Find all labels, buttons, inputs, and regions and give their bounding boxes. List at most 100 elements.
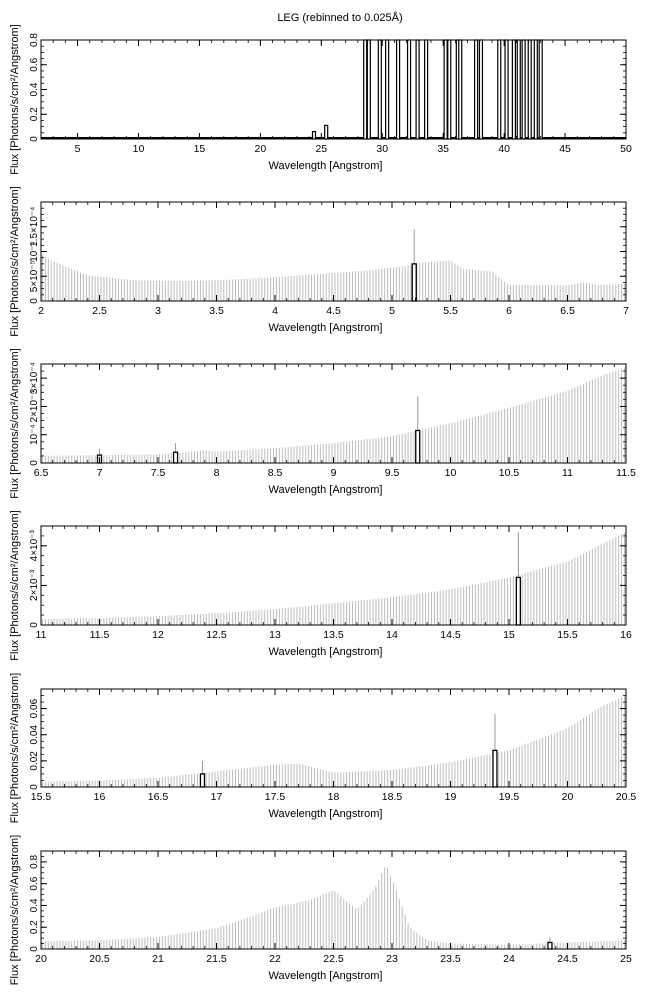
x-tick-label: 19 — [445, 791, 457, 803]
x-axis-label: Wavelength [Angstrom] — [269, 970, 383, 982]
highlight-bar — [172, 451, 179, 464]
y-tick-label: 0 — [29, 298, 40, 304]
x-tick-label: 19.5 — [499, 791, 520, 803]
x-tick-label: 20 — [562, 791, 574, 803]
x-tick-label: 21 — [152, 953, 164, 965]
spike-bar — [478, 39, 484, 140]
plot-frame — [40, 688, 627, 788]
highlighted-bins — [515, 531, 522, 626]
spike-bar — [527, 39, 532, 140]
x-tick-label: 20 — [255, 143, 267, 155]
spike-bar — [504, 39, 509, 140]
y-minor-ticks — [41, 688, 626, 788]
y-tick-label: 0.04 — [29, 725, 40, 745]
x-tick-label: 17.5 — [265, 791, 286, 803]
highlight-bar — [547, 941, 553, 950]
x-minor-ticks — [40, 202, 627, 301]
spike-bar — [324, 124, 329, 140]
spike-bar — [377, 39, 382, 140]
highlight-bar — [411, 263, 417, 302]
y-tick-label: 0.02 — [29, 751, 40, 771]
x-tick-label: 10.5 — [499, 467, 520, 479]
x-tick-label: 25 — [620, 953, 632, 965]
spectrum-bars — [41, 532, 626, 625]
y-tick-label: 0.6 — [29, 876, 40, 890]
y-tick-label: 0.4 — [29, 898, 40, 912]
x-tick-label: 11.5 — [90, 629, 110, 641]
x-tick-label: 17 — [211, 791, 223, 803]
x-tick-label: 3.5 — [209, 305, 224, 317]
y-minor-ticks — [41, 201, 626, 302]
x-tick-label: 16 — [620, 629, 632, 641]
x-axis-label: Wavelength [Angstrom] — [269, 646, 383, 658]
x-tick-label: 16.5 — [148, 791, 169, 803]
x-tick-label: 18 — [328, 791, 340, 803]
x-tick-label: 18.5 — [382, 791, 403, 803]
y-tick-label: 3×10⁻⁴ — [29, 362, 40, 394]
x-tick-label: 7.5 — [151, 467, 166, 479]
spike-bar — [497, 39, 502, 140]
x-tick-label: 6.5 — [34, 467, 49, 479]
y-tick-label: 0 — [29, 946, 40, 952]
spike-bar — [458, 39, 463, 140]
spike-bar — [538, 39, 543, 140]
plot-frame — [40, 39, 627, 140]
y-tick-label: 10⁻⁴ — [29, 424, 40, 445]
x-tick-label: 23.5 — [440, 953, 461, 965]
spike-bar — [443, 39, 448, 140]
spike-bar — [424, 39, 429, 140]
x-minor-ticks — [40, 689, 627, 787]
spike-bar — [395, 39, 401, 140]
x-tick-label: 35 — [437, 143, 449, 155]
spike-bar — [521, 39, 526, 140]
highlighted-bins — [199, 713, 498, 788]
spectrum-bars — [41, 696, 626, 787]
x-tick-label: 24.5 — [557, 953, 578, 965]
chart-panel-6: 20 20.5 21 21.5 22 22.5 23 23.5 24 24.5 25 0 0.2 0.4 0… — [9, 835, 632, 985]
y-tick-label: 0.2 — [29, 920, 40, 934]
chart-panel-1: 5 10 15 20 25 30 35 40 45 50 0 0.2 0.4 0.6 0.8 Waveleng… — [9, 24, 632, 174]
spike-bar — [473, 39, 479, 140]
y-axis-label: Flux [Photons/s/cm²/Angstrom] — [9, 673, 21, 823]
spike-bar — [533, 39, 538, 140]
y-tick-label: 0.4 — [29, 82, 40, 96]
plot-frame — [40, 363, 627, 464]
y-tick-label: 4×10⁻³ — [29, 530, 40, 562]
x-tick-label: 13.5 — [323, 629, 344, 641]
x-minor-ticks — [40, 40, 627, 139]
y-minor-ticks — [41, 39, 626, 140]
x-tick-label: 14.5 — [440, 629, 461, 641]
y-tick-label: 0 — [29, 460, 40, 466]
highlight-bar — [492, 749, 498, 788]
y-tick-label: 0.8 — [29, 33, 40, 47]
chart-panel-2: 2 2.5 3 3.5 4 4.5 5 5.5 6 6.5 7 0 5×10⁻⁵10⁻⁴1.5×10⁻⁴… — [9, 186, 629, 336]
x-tick-label: 25 — [315, 143, 327, 155]
y-axis-label: Flux [Photons/s/cm²/Angstrom] — [9, 24, 21, 174]
x-tick-label: 21.5 — [206, 953, 227, 965]
y-tick-label: 0.06 — [29, 698, 40, 718]
y-minor-ticks — [41, 363, 626, 464]
highlight-bar — [515, 576, 522, 626]
x-tick-label: 20.5 — [89, 953, 110, 965]
x-tick-label: 20.5 — [616, 791, 637, 803]
y-tick-label: 0 — [29, 136, 40, 142]
figure-title: LEG (rebinned to 0.025Å) — [277, 11, 402, 24]
spike-bar — [311, 130, 317, 140]
x-tick-label: 15 — [194, 143, 206, 155]
x-tick-label: 24 — [503, 953, 515, 965]
spectrum-bars — [41, 254, 626, 301]
y-tick-label: 0.6 — [29, 57, 40, 71]
x-tick-label: 30 — [376, 143, 388, 155]
spike-bar — [447, 39, 452, 140]
highlighted-bins — [411, 229, 417, 302]
x-tick-label: 22.5 — [323, 953, 344, 965]
highlighted-bins — [547, 937, 553, 950]
x-tick-label: 15 — [503, 629, 515, 641]
highlight-bar — [415, 429, 421, 464]
y-minor-ticks — [41, 850, 626, 950]
x-tick-label: 15.5 — [31, 791, 52, 803]
x-tick-label: 4.5 — [326, 305, 341, 317]
x-axis-label: Wavelength [Angstrom] — [269, 808, 383, 820]
plot-frame — [40, 201, 627, 302]
